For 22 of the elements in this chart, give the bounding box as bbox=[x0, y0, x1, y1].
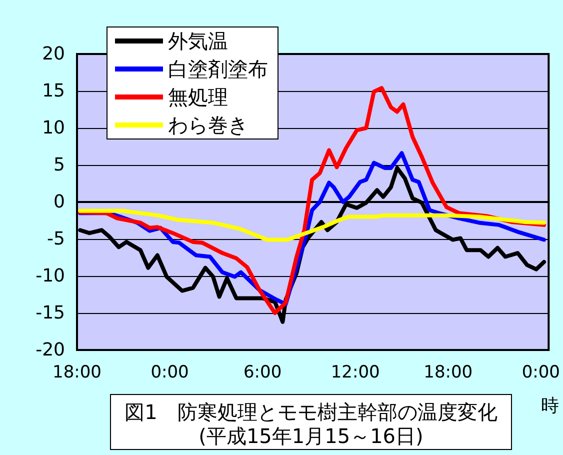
y-tick-label: -20 bbox=[36, 340, 65, 360]
y-tick-label: -15 bbox=[36, 302, 65, 324]
x-tick-label: 6:00 bbox=[243, 362, 282, 382]
x-tick-label: 0:00 bbox=[150, 362, 189, 382]
x-tick-label: 18:00 bbox=[424, 362, 473, 382]
x-axis-title: 時 bbox=[541, 396, 559, 416]
y-tick-label: -5 bbox=[47, 228, 65, 250]
text: 図1 防寒処理とモモ樹主幹部の温度変化 bbox=[124, 400, 498, 424]
x-tick-label: 12:00 bbox=[330, 362, 380, 382]
legend-label: 外気温 bbox=[168, 29, 228, 53]
legend-label: 白塗剤塗布 bbox=[168, 57, 268, 81]
y-tick-label: 15 bbox=[42, 80, 65, 102]
y-tick-label: 5 bbox=[54, 154, 65, 176]
x-tick-label: 0:00 bbox=[522, 362, 560, 382]
legend-label: 無処理 bbox=[168, 85, 228, 109]
y-tick-label: 20 bbox=[42, 44, 65, 64]
y-tick-label: -10 bbox=[36, 266, 65, 286]
y-tick-label: 0 bbox=[54, 192, 65, 212]
x-tick-label: 18:00 bbox=[52, 362, 102, 382]
legend-label: わら巻き bbox=[168, 113, 248, 137]
text: (平成15年1月15～16日) bbox=[198, 424, 424, 448]
y-tick-label: 10 bbox=[42, 118, 65, 138]
